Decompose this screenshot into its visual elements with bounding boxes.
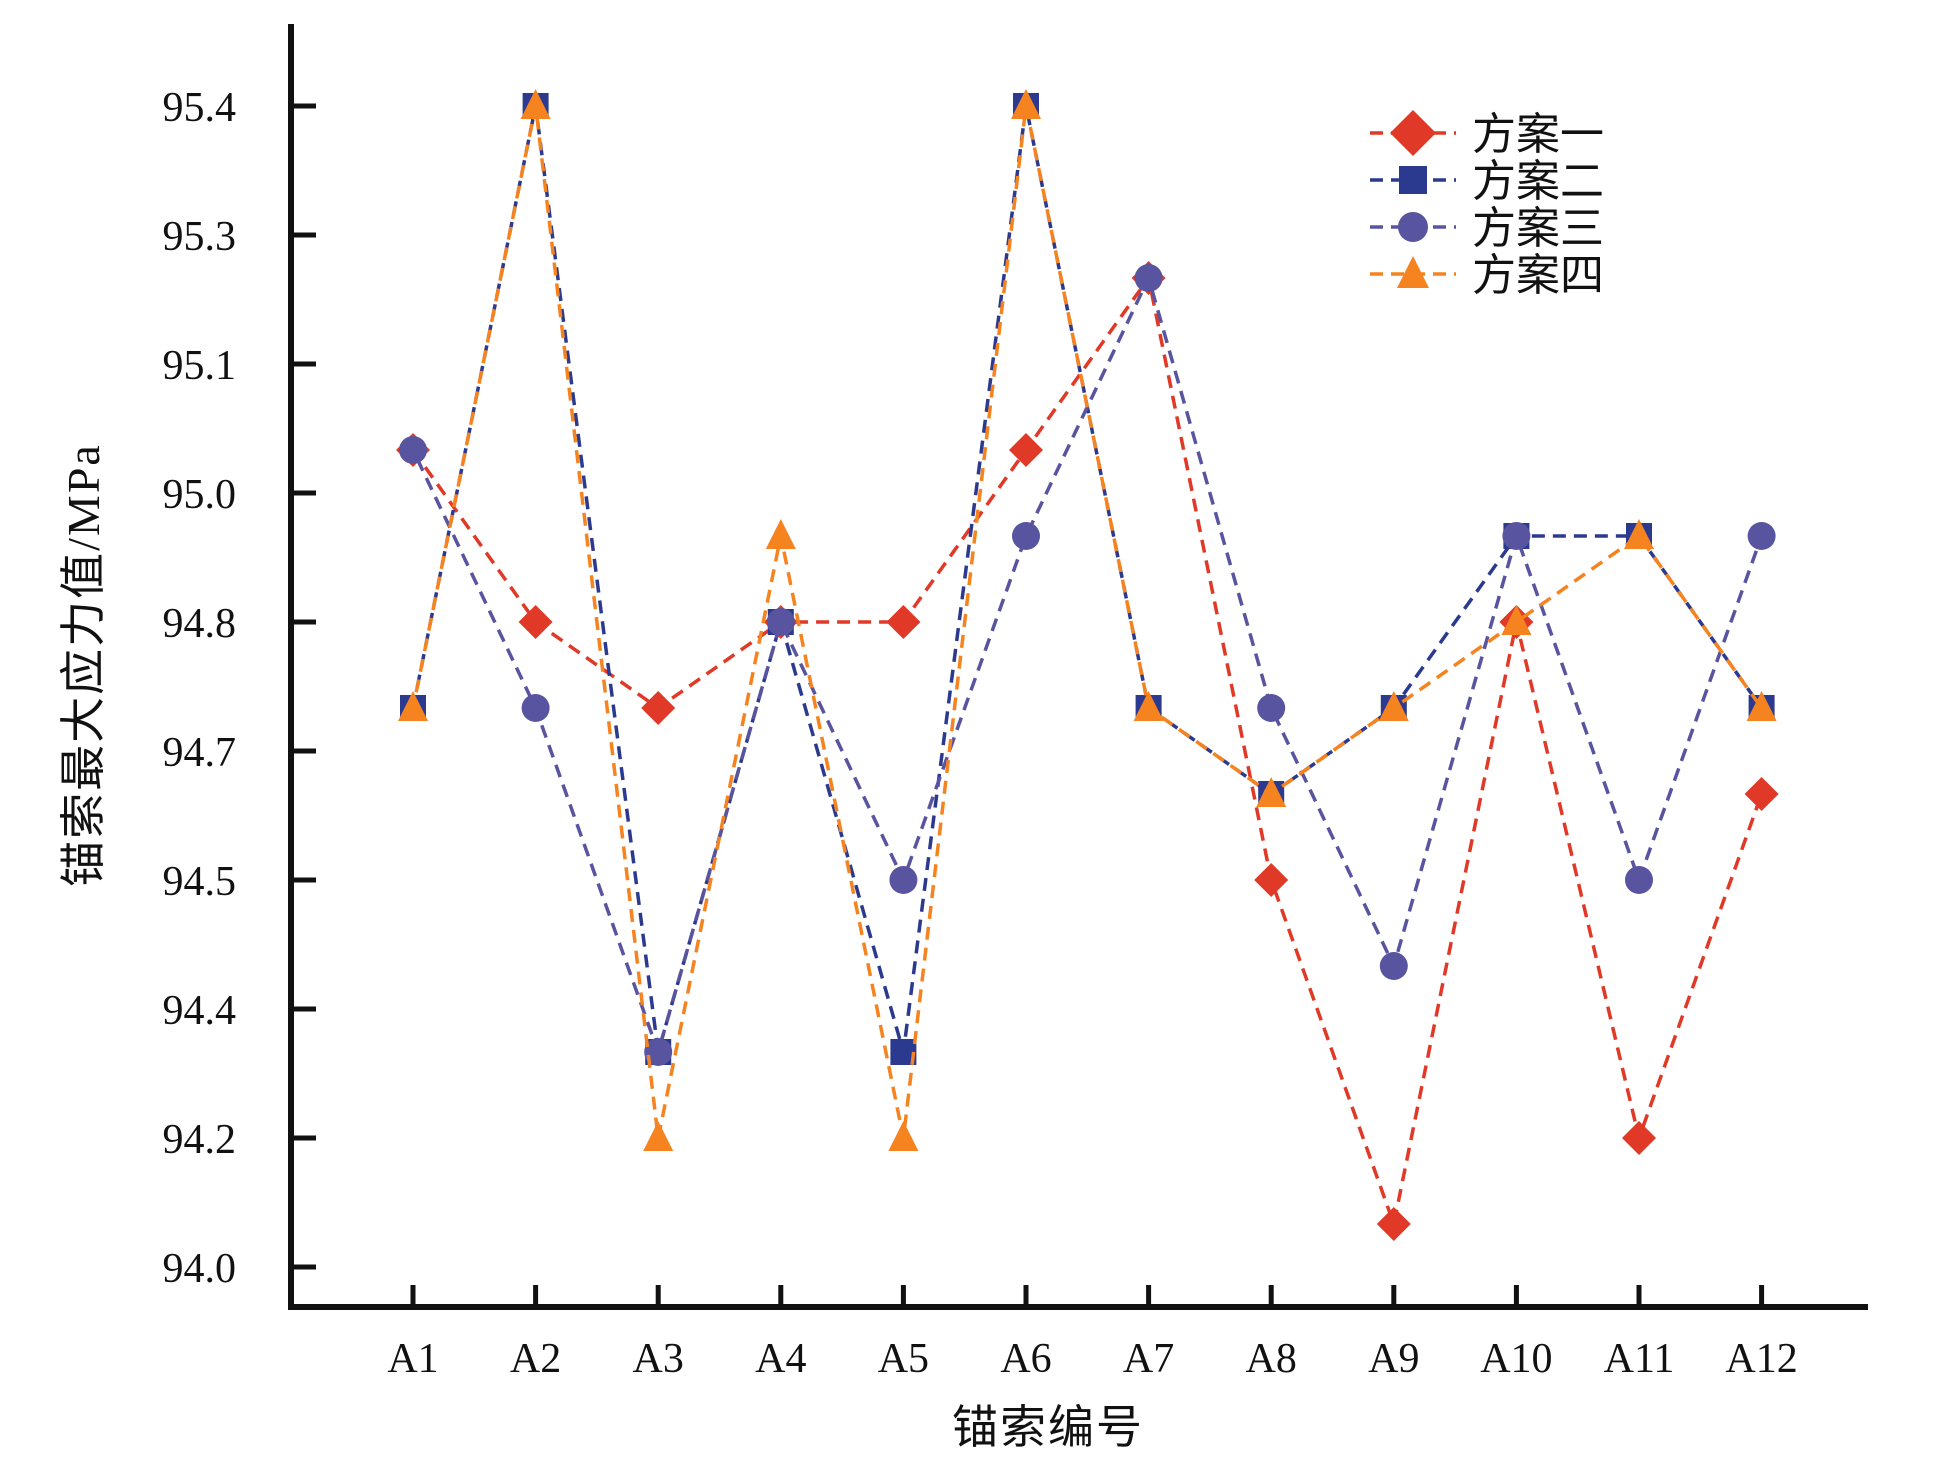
legend-label-2: 方案二 xyxy=(1472,157,1604,206)
marker-s3-A5 xyxy=(889,866,918,894)
y-tick-label-95.1: 95.1 xyxy=(163,343,237,389)
x-tick-label-A7: A7 xyxy=(1123,1336,1174,1382)
legend-triangle-icon xyxy=(1397,256,1429,288)
marker-s3-A4 xyxy=(766,608,795,636)
legend-item-2: 方案二 xyxy=(1370,157,1604,206)
x-tick-label-A9: A9 xyxy=(1368,1336,1419,1382)
x-axis-title: 锚索编号 xyxy=(952,1402,1144,1453)
x-tick-label-A1: A1 xyxy=(387,1336,438,1382)
y-tick-label-95.3: 95.3 xyxy=(163,214,237,260)
x-tick-label-A11: A11 xyxy=(1604,1336,1675,1382)
marker-s3-A2 xyxy=(521,694,550,722)
x-tick-label-A10: A10 xyxy=(1480,1336,1552,1382)
legend-label-1: 方案一 xyxy=(1472,110,1604,159)
legend-label-4: 方案四 xyxy=(1472,251,1604,300)
y-tick-label-94.7: 94.7 xyxy=(163,730,237,776)
y-tick-label-94.4: 94.4 xyxy=(163,988,237,1034)
marker-s3-A10 xyxy=(1502,522,1531,550)
x-tick-label-A2: A2 xyxy=(510,1336,561,1382)
x-tick-label-A12: A12 xyxy=(1725,1336,1797,1382)
marker-s3-A9 xyxy=(1379,952,1408,980)
legend-item-1: 方案一 xyxy=(1370,110,1604,159)
x-tick-label-A8: A8 xyxy=(1246,1336,1297,1382)
marker-s4-A2 xyxy=(520,89,551,119)
legend-label-3: 方案三 xyxy=(1472,204,1604,253)
x-tick-label-A4: A4 xyxy=(755,1336,806,1382)
marker-s1-A8 xyxy=(1254,863,1289,897)
marker-s1-A2 xyxy=(518,605,553,639)
marker-s4-A5 xyxy=(888,1121,919,1151)
marker-s4-A9 xyxy=(1378,691,1409,721)
marker-s4-A3 xyxy=(643,1121,674,1151)
marker-s4-A6 xyxy=(1011,89,1041,119)
y-tick-label-94.5: 94.5 xyxy=(163,859,237,905)
legend-circle-icon xyxy=(1398,212,1428,242)
marker-s3-A7 xyxy=(1134,264,1163,292)
series-line-4 xyxy=(411,105,1764,1139)
marker-s3-A6 xyxy=(1012,522,1040,550)
marker-s3-A12 xyxy=(1747,522,1776,550)
y-tick-label-94.2: 94.2 xyxy=(163,1117,237,1163)
legend-item-3: 方案三 xyxy=(1370,204,1604,253)
marker-s3-A3 xyxy=(644,1038,673,1066)
series-line-1 xyxy=(411,273,1764,1231)
marker-s3-A1 xyxy=(399,436,427,464)
marker-s4-A7 xyxy=(1133,691,1164,721)
legend-square-icon xyxy=(1399,166,1427,194)
marker-s3-A11 xyxy=(1625,866,1653,894)
marker-s3-A8 xyxy=(1257,694,1286,722)
marker-s1-A3 xyxy=(641,691,676,725)
marker-s4-A8 xyxy=(1256,777,1287,807)
marker-s4-A12 xyxy=(1746,691,1777,721)
x-tick-label-A6: A6 xyxy=(1000,1336,1051,1382)
marker-s4-A1 xyxy=(398,691,428,721)
marker-s4-A4 xyxy=(765,519,796,549)
y-tick-label-94.0: 94.0 xyxy=(163,1246,237,1292)
y-tick-label-95.0: 95.0 xyxy=(163,472,237,518)
y-tick-label-94.8: 94.8 xyxy=(163,601,237,647)
marker-s1-A12 xyxy=(1744,777,1779,811)
x-tick-label-A5: A5 xyxy=(878,1336,929,1382)
legend-item-4: 方案四 xyxy=(1370,251,1604,300)
y-axis-title: 锚索最大应力值/MPa xyxy=(58,443,109,887)
x-tick-label-A3: A3 xyxy=(633,1336,684,1382)
series-line-3 xyxy=(411,273,1764,1058)
marker-s1-A5 xyxy=(886,605,921,639)
marker-s1-A11 xyxy=(1622,1121,1656,1155)
legend-diamond-icon xyxy=(1390,110,1436,156)
marker-s1-A6 xyxy=(1009,433,1043,467)
marker-s4-A11 xyxy=(1624,519,1654,549)
marker-s1-A9 xyxy=(1376,1207,1411,1241)
y-tick-label-95.4: 95.4 xyxy=(163,85,237,131)
marker-s4-A10 xyxy=(1501,605,1532,635)
